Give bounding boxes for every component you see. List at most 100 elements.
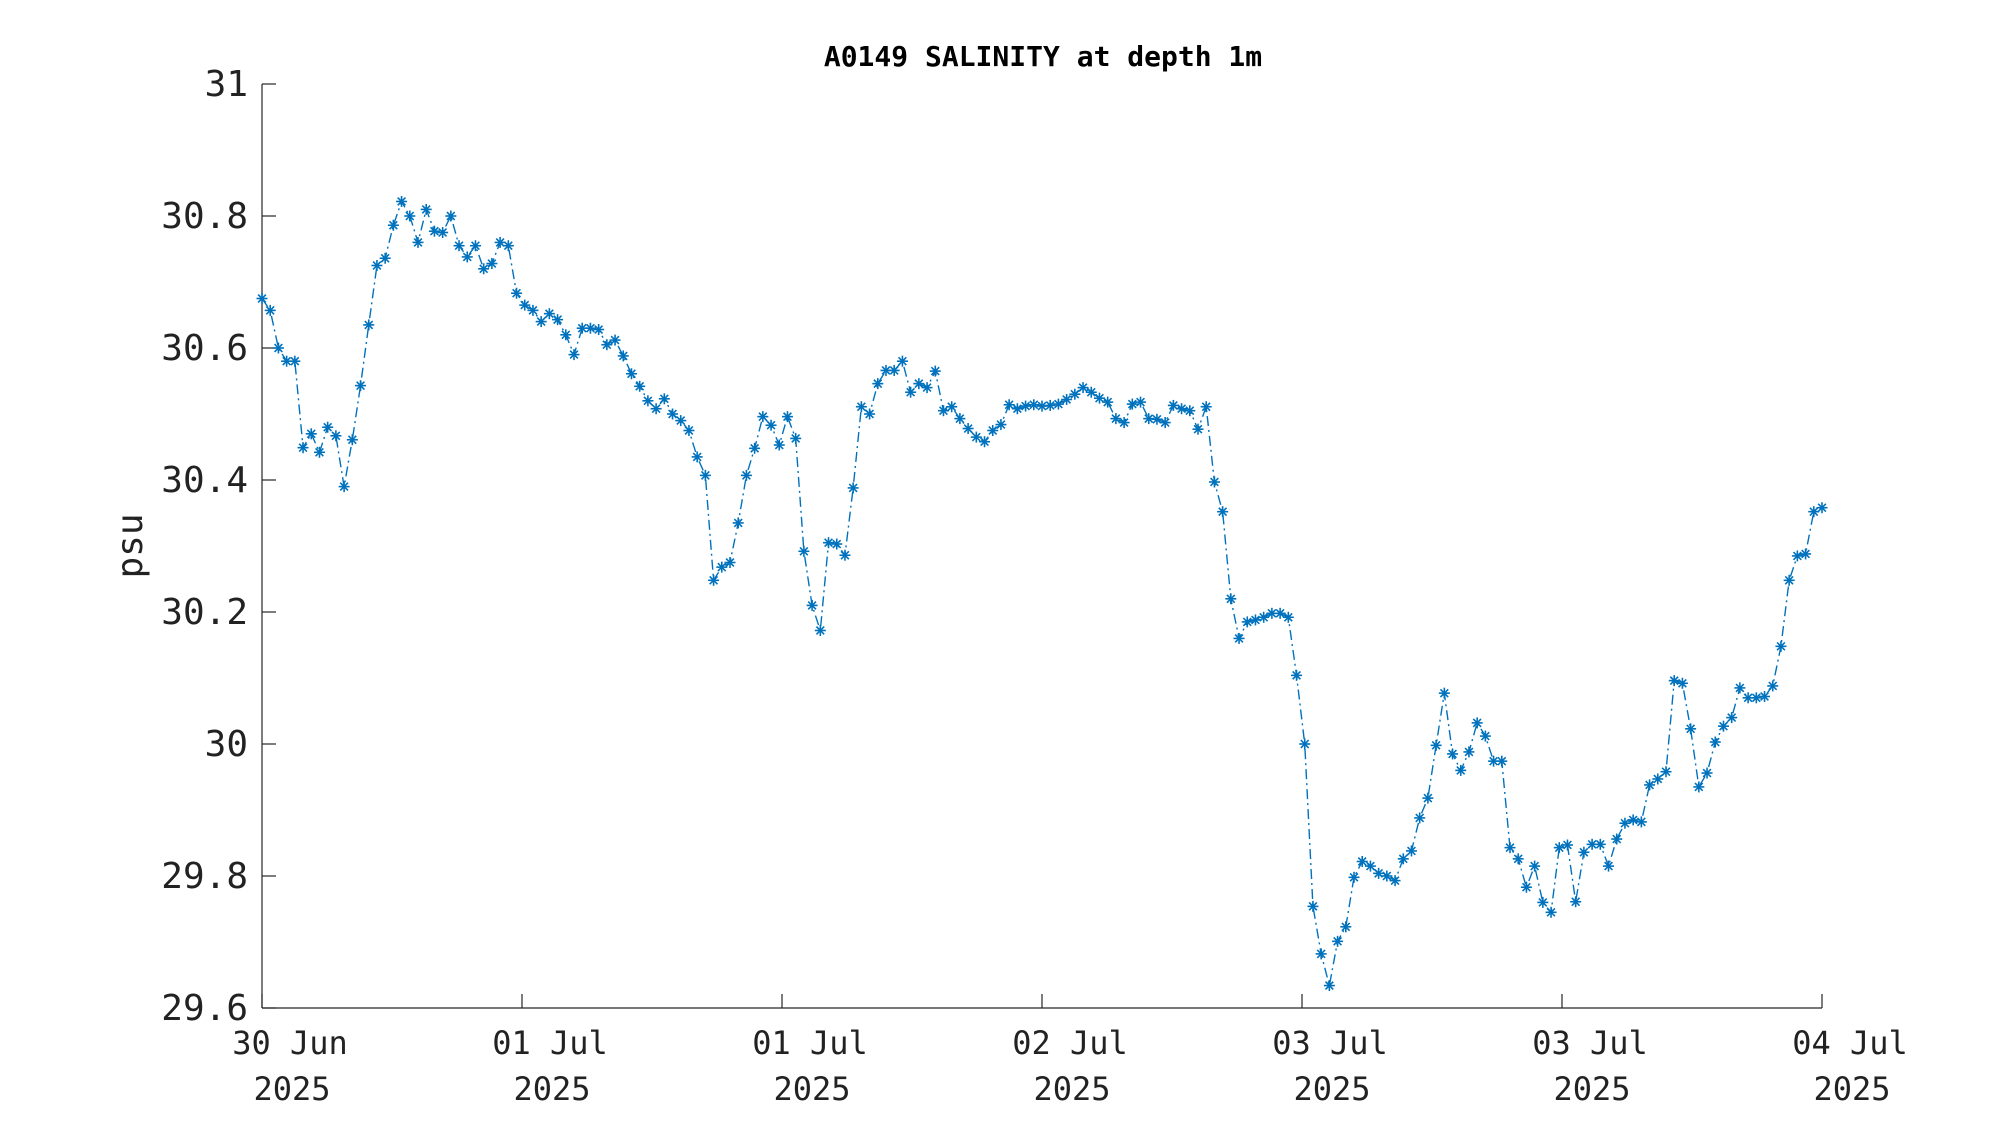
data-point-marker	[1044, 399, 1056, 411]
data-point-marker	[272, 342, 284, 354]
x-tick-label-date: 01 Jul	[492, 1024, 608, 1062]
data-point-marker	[461, 251, 473, 263]
data-point-marker	[1767, 680, 1779, 692]
data-point-marker	[313, 446, 325, 458]
data-point-marker	[946, 401, 958, 413]
data-point-marker	[1553, 842, 1565, 854]
x-tick-label-date: 04 Jul	[1792, 1024, 1908, 1062]
data-point-marker	[1611, 833, 1623, 845]
data-point-marker	[437, 227, 449, 238]
data-point-marker	[872, 378, 884, 390]
data-point-marker	[1167, 399, 1179, 411]
data-point-marker	[1463, 746, 1475, 758]
data-point-marker	[527, 304, 539, 316]
data-point-marker	[1635, 816, 1647, 828]
data-point-marker	[322, 421, 334, 433]
data-point-marker	[1093, 392, 1105, 404]
data-point-marker	[1348, 871, 1360, 883]
data-point-marker	[1258, 611, 1270, 623]
data-point-marker	[1808, 506, 1820, 518]
data-point-marker	[1578, 846, 1590, 858]
series-line	[261, 199, 1823, 986]
axes	[261, 84, 1822, 1009]
data-point-marker	[1455, 764, 1467, 776]
data-point-marker	[420, 203, 432, 215]
data-point-marker	[1389, 875, 1401, 887]
data-point-marker	[1307, 900, 1319, 912]
series-layer	[256, 195, 1828, 992]
data-point-marker	[732, 517, 744, 529]
data-point-marker	[1800, 548, 1812, 560]
data-point-marker	[1759, 690, 1771, 702]
data-point-marker	[469, 240, 481, 252]
data-point-marker	[1249, 614, 1261, 626]
data-point-marker	[1028, 399, 1040, 411]
data-point-marker	[478, 263, 490, 275]
data-point-marker	[691, 451, 703, 463]
data-point-marker	[1734, 682, 1746, 694]
data-point-marker	[1726, 712, 1738, 724]
data-point-marker	[264, 304, 276, 316]
data-point-marker	[1118, 417, 1130, 429]
data-point-marker	[568, 349, 580, 361]
data-point-marker	[1176, 403, 1188, 415]
data-point-marker	[708, 574, 720, 586]
data-point-marker	[305, 428, 317, 440]
data-point-marker	[1217, 506, 1229, 518]
data-point-marker	[773, 439, 785, 451]
data-point-marker	[749, 442, 761, 454]
data-point-marker	[1143, 413, 1155, 425]
data-point-marker	[650, 403, 662, 415]
data-point-marker	[1356, 855, 1368, 867]
data-point-marker	[1323, 980, 1335, 992]
data-point-marker	[1020, 400, 1032, 412]
data-point-marker	[1052, 398, 1064, 410]
data-point-marker	[1717, 720, 1729, 732]
data-point-marker	[798, 545, 810, 557]
data-point-marker	[1225, 593, 1237, 605]
data-point-marker	[1208, 476, 1220, 488]
data-point-marker	[453, 240, 465, 252]
data-point-marker	[1315, 948, 1327, 960]
data-point-marker	[757, 411, 769, 423]
data-point-marker	[1438, 687, 1450, 699]
data-point-marker	[355, 380, 367, 392]
data-point-marker	[330, 430, 342, 442]
y-axis-label: psu	[110, 513, 151, 578]
data-point-marker	[790, 432, 802, 444]
data-point-marker	[371, 260, 383, 271]
data-point-marker	[954, 413, 966, 425]
data-point-marker	[1011, 403, 1023, 415]
data-point-marker	[1085, 386, 1097, 398]
data-point-marker	[1241, 616, 1253, 628]
data-point-marker	[1373, 867, 1385, 879]
data-point-marker	[1291, 669, 1303, 681]
x-tick-label-date: 03 Jul	[1272, 1024, 1388, 1062]
data-point-marker	[1397, 853, 1409, 865]
data-point-marker	[683, 425, 695, 436]
data-point-marker	[896, 355, 908, 367]
data-point-marker	[1192, 423, 1204, 435]
x-tick-label-year: 2025	[773, 1070, 850, 1108]
data-point-marker	[1200, 401, 1212, 413]
y-tick-label: 30.4	[161, 460, 248, 501]
data-point-marker	[1529, 860, 1541, 872]
data-point-marker	[1520, 881, 1532, 893]
data-point-marker	[1414, 812, 1426, 824]
data-point-marker	[1430, 739, 1442, 751]
data-point-marker	[995, 419, 1007, 431]
data-point-marker	[1479, 730, 1491, 742]
data-point-marker	[675, 415, 687, 427]
data-point-marker	[1405, 845, 1417, 857]
y-tick-label: 30.8	[161, 196, 248, 237]
data-point-marker	[552, 314, 564, 326]
data-point-marker	[502, 240, 514, 252]
data-point-marker	[1447, 748, 1459, 760]
data-point-marker	[560, 329, 572, 341]
data-point-marker	[839, 549, 851, 561]
data-point-marker	[724, 557, 736, 568]
x-tick-label-year: 2025	[253, 1070, 330, 1108]
data-point-marker	[535, 316, 547, 328]
